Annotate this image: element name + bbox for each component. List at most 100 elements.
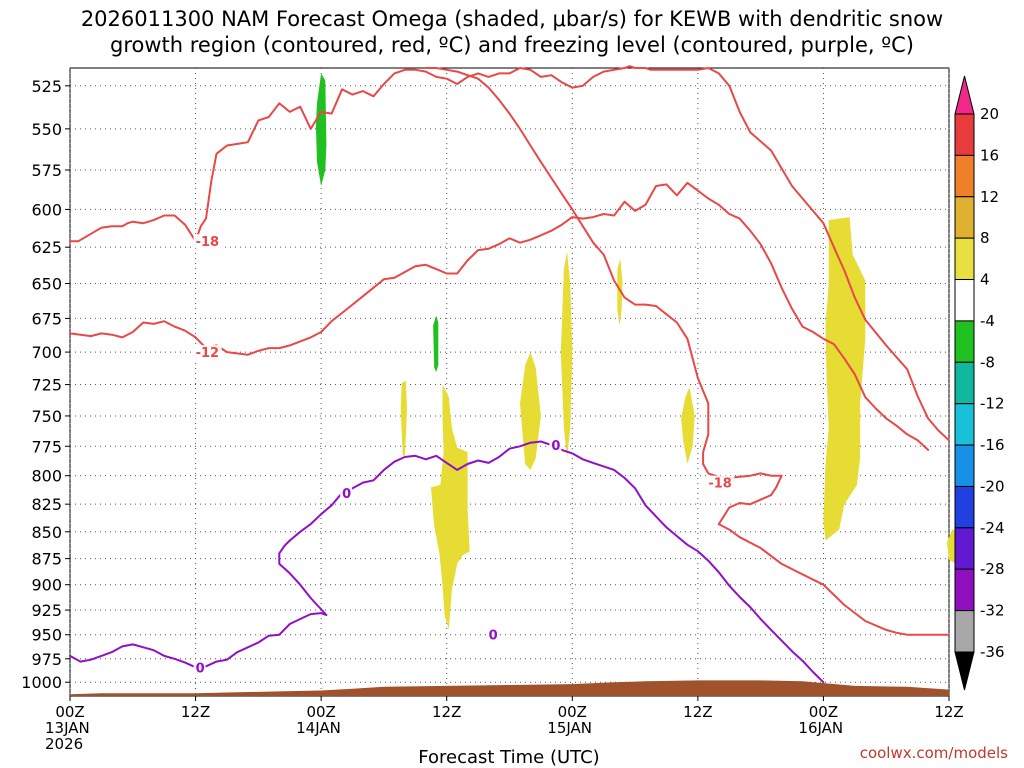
chart-title-line1: 2026011300 NAM Forecast Omega (shaded, μ… <box>81 7 943 31</box>
colorbar-segment-10 <box>954 527 975 570</box>
contour-label-bg-1-0 <box>706 475 735 490</box>
x-tick-72-line1: 00Z <box>809 703 838 721</box>
x-tick-0-line3: 2026 <box>45 735 83 753</box>
shade-omega-4-8-yellow-band-32z <box>400 380 407 456</box>
x-tick-84-line1: 12Z <box>934 703 963 721</box>
contour-labels: -18 -18 -12 0 0 0 0 <box>193 234 735 676</box>
contour-18-c-isotherm <box>69 65 950 442</box>
contour-18-c-isotherm-lower <box>424 67 950 636</box>
colorbar-tick-28: -28 <box>980 560 1005 578</box>
contour-label-0-c-freezing-level-0: 0 <box>196 661 205 676</box>
shade-omega-4-8-yellow-band-36z <box>431 384 470 630</box>
contour-label-bg-3-0 <box>193 660 206 675</box>
colorbar-segment-1 <box>954 154 975 198</box>
x-tick-36-line1: 12Z <box>432 703 461 721</box>
contour-label-12-c-isotherm-0: -12 <box>196 346 220 361</box>
x-tick-72-line2: 16JAN <box>798 719 843 737</box>
y-tick-900: 900 <box>31 576 62 595</box>
contour-0-c-freezing-level <box>69 440 825 684</box>
contour-12-c-isotherm <box>69 181 930 451</box>
colorbar-segment-2 <box>954 196 975 239</box>
y-tick-525: 525 <box>31 77 62 96</box>
colorbar-tick-20: 20 <box>980 105 999 123</box>
contour-label-18-c-isotherm-lower-0: -18 <box>708 477 732 492</box>
shade-omega-4-8-yellow-band-48z <box>560 251 573 459</box>
x-tick-0-line1: 00Z <box>55 703 84 721</box>
shade-omega-4-to-8-green-24z <box>315 73 327 186</box>
y-tick-775: 775 <box>31 437 62 456</box>
contour-label-bg-0-0 <box>193 234 222 249</box>
shade-omega-4-8-yellow-band-58z <box>617 259 623 326</box>
chart-title-line2: growth region (contoured, red, ºC) and f… <box>110 33 914 57</box>
shade-omega-4-to-8-green-35z <box>433 315 439 372</box>
y-tick-825: 825 <box>31 495 62 514</box>
contour-label-0-c-freezing-level-3: 0 <box>489 629 498 644</box>
contour-label-bg-2-0 <box>193 345 222 360</box>
y-tick-975: 975 <box>31 650 62 669</box>
y-axis-ticks: 525 550 575 600 625 650 675 700 725 750 775 800 825 8… <box>21 77 70 692</box>
colorbar-tick-4: 4 <box>980 271 990 289</box>
colorbar-tick-16: -16 <box>980 436 1005 454</box>
contour-label-bg-3-1 <box>340 485 353 500</box>
x-tick-48-line2: 15JAN <box>547 719 592 737</box>
plot-area <box>69 67 950 697</box>
y-tick-725: 725 <box>31 376 62 395</box>
x-tick-0-line2: 13JAN <box>45 719 90 737</box>
y-tick-650: 650 <box>31 274 62 293</box>
colorbar-top-triangle <box>954 75 975 115</box>
x-tick-24-line2: 14JAN <box>296 719 341 737</box>
x-tick-12-line1: 12Z <box>181 703 210 721</box>
terrain-surface <box>70 680 949 696</box>
y-tick-625: 625 <box>31 238 62 257</box>
contour-label-bg-3-2 <box>549 438 562 453</box>
contour-label-0-c-freezing-level-1: 0 <box>342 487 351 502</box>
y-tick-850: 850 <box>31 523 62 542</box>
shade-omega-4-8-yellow-band-44z <box>520 352 541 470</box>
colorbar-tick-12: 12 <box>980 188 999 206</box>
terrain-layer <box>70 680 949 696</box>
y-tick-575: 575 <box>31 161 62 180</box>
colorbar-tick-32: -32 <box>980 602 1005 620</box>
colorbar-tick-24: -24 <box>980 519 1005 537</box>
x-tick-60-line1: 12Z <box>683 703 712 721</box>
colorbar-tick-12: -12 <box>980 395 1005 413</box>
colorbar-tick-8: 8 <box>980 229 990 247</box>
y-tick-550: 550 <box>31 120 62 139</box>
credit-text: coolwx.com/models <box>860 744 1008 762</box>
colorbar-tick-36: -36 <box>980 643 1005 661</box>
colorbar-tick-8: -8 <box>980 353 995 371</box>
contour-label-0-c-freezing-level-2: 0 <box>551 439 560 454</box>
contour-label-bg-3-3 <box>486 627 499 642</box>
y-tick-675: 675 <box>31 309 62 328</box>
y-tick-700: 700 <box>31 343 62 362</box>
colorbar-tick-16: 16 <box>980 146 999 164</box>
colorbar-segment-5 <box>954 320 975 363</box>
contour-lines <box>69 65 950 684</box>
contour-label-18-c-isotherm-0: -18 <box>196 235 220 250</box>
colorbar-bottom-triangle <box>954 651 975 691</box>
colorbar-segment-6 <box>954 361 975 405</box>
y-tick-800: 800 <box>31 467 62 486</box>
y-tick-950: 950 <box>31 626 62 645</box>
colorbar-segment-7 <box>954 403 975 446</box>
colorbar-segment-4 <box>954 279 975 322</box>
y-tick-1000: 1000 <box>21 673 62 692</box>
colorbar-segment-9 <box>954 485 975 529</box>
colorbar-segment-3 <box>954 237 975 281</box>
colorbar-segment-8 <box>954 444 975 487</box>
colorbar-segment-11 <box>954 568 975 612</box>
shade-omega-4-8-yellow-band-66z <box>681 387 695 464</box>
colorbar-tick-4: -4 <box>980 312 995 330</box>
y-tick-750: 750 <box>31 407 62 426</box>
colorbar-tick-20: -20 <box>980 477 1005 495</box>
colorbar: 20 16 12 8 4 -4 -8 -12 -16 -20 -24 -28 -32 -36 <box>954 75 1005 691</box>
colorbar-segment-12 <box>954 610 975 653</box>
y-tick-875: 875 <box>31 550 62 569</box>
colorbar-segment-0 <box>954 113 975 156</box>
y-tick-600: 600 <box>31 200 62 219</box>
x-tick-48-line1: 00Z <box>558 703 587 721</box>
y-tick-925: 925 <box>31 601 62 620</box>
x-axis-label: Forecast Time (UTC) <box>418 747 599 768</box>
x-tick-24-line1: 00Z <box>306 703 335 721</box>
